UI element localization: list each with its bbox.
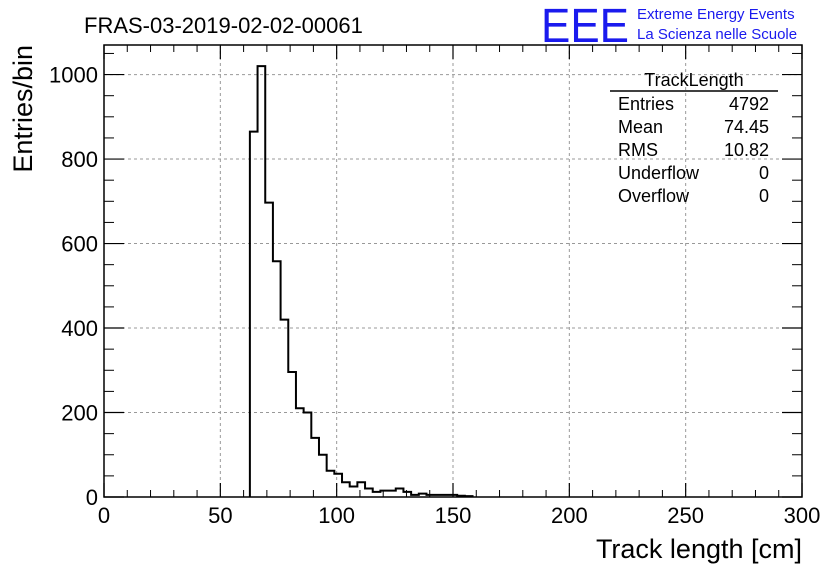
histogram-bin	[396, 489, 404, 497]
histogram-bin	[304, 413, 312, 497]
stats-label-rms: RMS	[618, 140, 658, 160]
histogram-bin	[250, 132, 258, 497]
plot-title: FRAS-03-2019-02-02-00061	[84, 13, 363, 38]
stats-value-underflow: 0	[759, 163, 769, 183]
y-tick-label: 1000	[49, 63, 98, 88]
x-tick-label: 300	[784, 503, 821, 528]
histogram-bin	[273, 261, 281, 497]
axis-ticks	[103, 45, 803, 498]
histogram-bin	[258, 66, 266, 497]
histogram-bars	[250, 66, 473, 497]
stats-label-overflow: Overflow	[618, 186, 690, 206]
grid	[104, 45, 802, 497]
y-tick-label: 800	[61, 147, 98, 172]
tick-labels: 0 50 100 150 200 250 300 0 200 400 600 800 1000	[49, 63, 820, 528]
histogram-bin	[265, 203, 273, 497]
x-tick-label: 100	[318, 503, 355, 528]
eee-logo-line1: Extreme Energy Events	[637, 6, 795, 23]
stats-value-overflow: 0	[759, 186, 769, 206]
histogram-bin	[365, 489, 373, 497]
y-tick-label: 200	[61, 401, 98, 426]
histogram-bin	[296, 408, 304, 497]
histogram-bin	[350, 486, 358, 497]
stats-value-entries: 4792	[729, 94, 769, 114]
stats-label-entries: Entries	[618, 94, 674, 114]
histogram-bin	[334, 474, 342, 497]
histogram-bin	[342, 482, 350, 497]
histogram-bin	[319, 455, 327, 497]
histogram-bin	[311, 438, 319, 497]
stats-label-mean: Mean	[618, 117, 663, 137]
eee-logo-line2: La Scienza nelle Scuole	[637, 26, 797, 43]
y-axis-title: Entries/bin	[8, 45, 38, 173]
x-tick-label: 250	[667, 503, 704, 528]
histogram-bin	[357, 482, 365, 497]
histogram-bin	[288, 372, 296, 497]
x-tick-label: 50	[208, 503, 232, 528]
histogram-outline	[248, 65, 474, 498]
x-tick-label: 200	[551, 503, 588, 528]
y-tick-label: 0	[86, 485, 98, 510]
x-axis-title: Track length [cm]	[596, 534, 802, 564]
eee-logo-letters: EEE	[541, 0, 629, 53]
histogram-bin	[281, 320, 289, 497]
stats-label-underflow: Underflow	[618, 163, 700, 183]
x-tick-label: 0	[98, 503, 110, 528]
y-tick-label: 400	[61, 316, 98, 341]
histogram-bin	[327, 471, 335, 497]
x-tick-label: 150	[435, 503, 472, 528]
y-tick-label: 600	[61, 232, 98, 257]
stats-value-rms: 10.82	[724, 140, 769, 160]
stats-title: TrackLength	[644, 70, 743, 90]
stats-box: TrackLength Entries 4792 Mean 74.45 RMS …	[610, 70, 778, 206]
stats-value-mean: 74.45	[724, 117, 769, 137]
